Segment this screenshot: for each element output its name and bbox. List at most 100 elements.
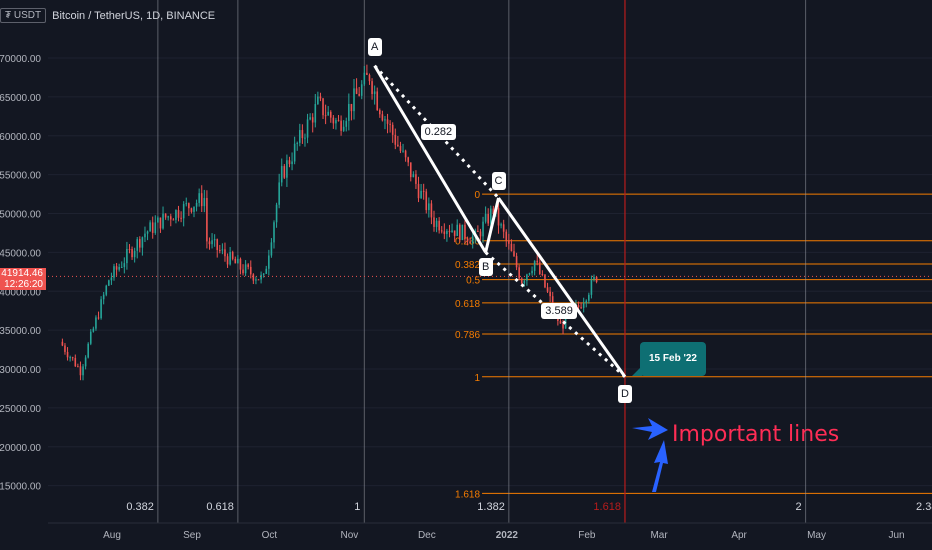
candle-body: [314, 104, 317, 123]
arrow-right-icon: [632, 418, 668, 440]
last-price: 41914.46: [1, 268, 43, 279]
candle-body: [257, 279, 260, 281]
candle-body: [169, 216, 172, 220]
candle-body: [373, 91, 376, 95]
candle-body: [518, 267, 520, 279]
candle-body: [593, 276, 595, 280]
candle-body: [146, 231, 149, 234]
candle-body: [172, 219, 175, 221]
candle-body: [262, 273, 265, 275]
price-tick-label: 40000.00: [0, 287, 41, 298]
candle-body: [510, 243, 513, 252]
price-tick-label: 60000.00: [0, 132, 41, 143]
candle-body: [231, 251, 234, 259]
candle-body: [368, 74, 371, 82]
price-tick-label: 65000.00: [0, 93, 41, 104]
candle-body: [407, 157, 409, 163]
candle-body: [358, 93, 360, 96]
candle-body: [120, 266, 123, 268]
candle-body: [110, 277, 113, 281]
candle-body: [451, 230, 453, 233]
candle-body: [482, 221, 484, 237]
candle-body: [332, 117, 335, 124]
candle-body: [247, 264, 249, 267]
candle-body: [141, 237, 144, 248]
candle-body: [340, 120, 342, 131]
candle-body: [415, 174, 417, 184]
candle-body: [193, 206, 195, 212]
important-lines-note[interactable]: Important lines: [672, 422, 840, 447]
candle-body: [371, 81, 373, 95]
fib-time-label: 0.618: [206, 501, 234, 513]
candle-body: [175, 210, 177, 220]
candle-body: [188, 203, 190, 209]
time-tick-label: Sep: [183, 530, 201, 541]
candle-body: [113, 266, 115, 278]
candle-body: [105, 285, 108, 295]
candle-body: [97, 317, 100, 319]
bar-countdown: 12:26:20: [4, 279, 43, 290]
candle-body: [89, 331, 92, 344]
candle-body: [182, 204, 185, 219]
price-tick-label: 20000.00: [0, 443, 41, 454]
price-tick-label: 50000.00: [0, 210, 41, 221]
candle-body: [327, 111, 329, 116]
candle-body: [420, 190, 422, 199]
currency-badge[interactable]: ₮ USDT: [0, 8, 47, 23]
candle-body: [82, 366, 84, 376]
candle-body: [360, 84, 363, 96]
candle-body: [531, 270, 533, 274]
candle-body: [322, 98, 324, 116]
candle-body: [95, 317, 97, 329]
candle-body: [213, 239, 216, 241]
time-axis[interactable]: Aug Sep Oct Nov Dec 2022 Feb Mar Apr May Jun: [48, 522, 932, 550]
pattern-ratio-label[interactable]: 0.282: [420, 123, 457, 140]
candle-body: [144, 233, 146, 238]
time-tick-label: Mar: [650, 530, 668, 541]
pattern-ratio-label[interactable]: 3.589: [541, 302, 577, 319]
candle-body: [559, 321, 562, 324]
candle-body: [381, 114, 384, 121]
time-tick-label: Dec: [418, 530, 436, 541]
candle-body: [324, 115, 327, 117]
candle-body: [219, 250, 221, 252]
candle-body: [293, 143, 296, 162]
candle-body: [309, 117, 311, 120]
candle-body: [443, 231, 446, 234]
price-tick-label: 35000.00: [0, 326, 41, 337]
candle-body: [422, 190, 425, 192]
candle-body: [417, 183, 420, 199]
candle-body: [466, 238, 469, 242]
candle-body: [526, 274, 528, 281]
annotation-arrows: [632, 418, 668, 492]
candle-body: [500, 224, 502, 226]
candle-body: [211, 240, 213, 245]
candle-body: [397, 144, 399, 147]
pattern-point-c[interactable]: C: [491, 171, 506, 190]
fib-level-label: 0.786: [455, 330, 480, 341]
candle-body: [355, 88, 358, 94]
candle-body: [440, 230, 443, 232]
pattern-leg: [373, 65, 487, 254]
pattern-point-d[interactable]: D: [617, 384, 632, 403]
candle-body: [151, 222, 154, 233]
candle-body: [118, 267, 120, 270]
time-tick-label: Aug: [103, 530, 121, 541]
candle-body: [404, 150, 407, 158]
candle-body: [446, 230, 448, 234]
candle-body: [136, 239, 139, 251]
time-tick-label: Oct: [262, 530, 278, 541]
arrow-up-icon: [652, 440, 668, 492]
price-tick-label: 45000.00: [0, 248, 41, 259]
candle-body: [102, 294, 105, 300]
candle-body: [391, 124, 394, 135]
date-callout[interactable]: 15 Feb '22: [632, 342, 706, 376]
candle-body: [162, 213, 164, 229]
candle-body: [92, 328, 95, 332]
candle-body: [549, 291, 551, 297]
candle-body: [299, 130, 301, 143]
candle-body: [464, 224, 466, 239]
pattern-point-b[interactable]: B: [478, 258, 493, 277]
pattern-point-a[interactable]: A: [367, 37, 382, 56]
